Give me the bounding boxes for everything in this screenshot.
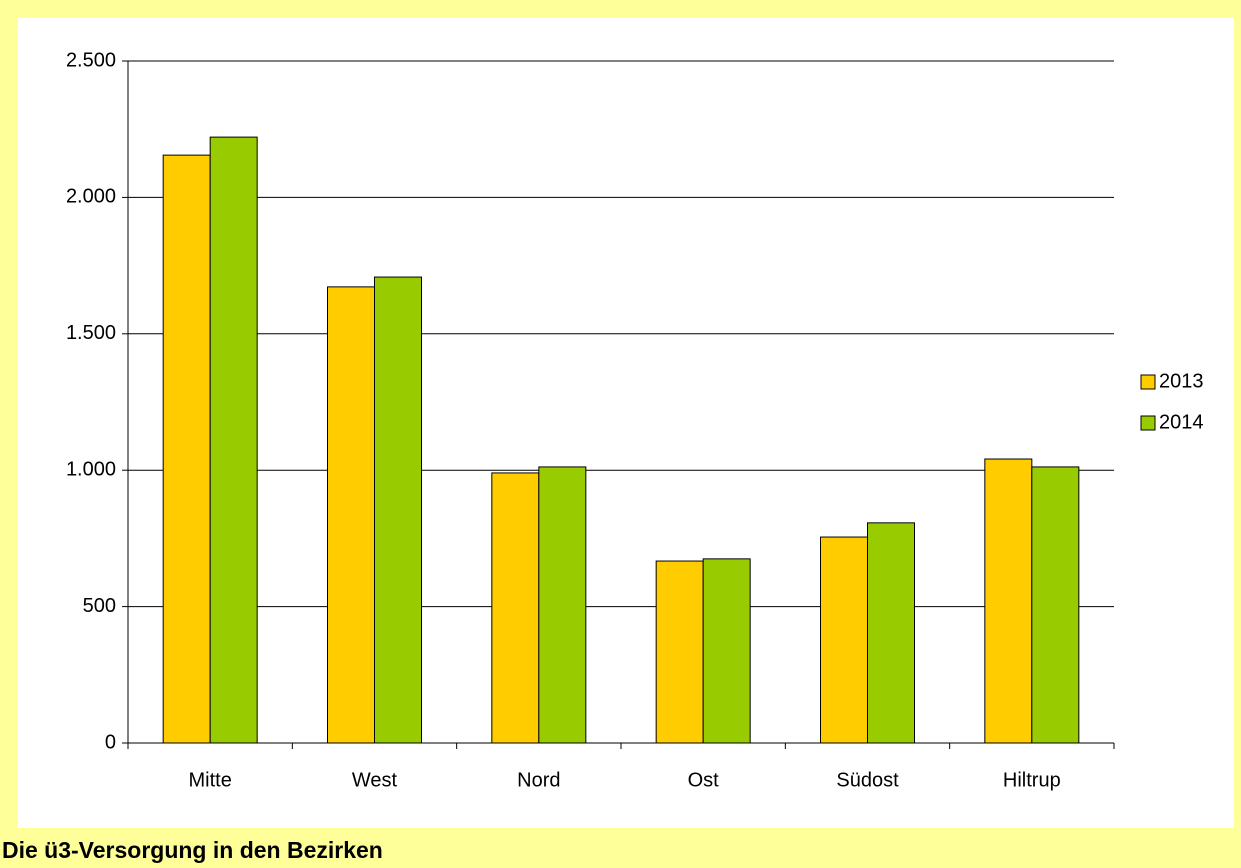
- x-tick-label: Ost: [688, 769, 720, 791]
- bar: [209, 136, 258, 744]
- legend-swatch: [1140, 415, 1156, 431]
- y-tick-label: 500: [83, 595, 116, 617]
- bar: [820, 536, 868, 744]
- x-tick-label: Hiltrup: [1003, 769, 1061, 791]
- x-tick-label: Mitte: [188, 769, 231, 791]
- bar: [867, 522, 915, 744]
- y-tick-label: 1.500: [66, 322, 116, 344]
- x-tick-label: Nord: [517, 769, 560, 791]
- bar: [655, 560, 704, 744]
- y-tick-label: 1.000: [66, 458, 116, 480]
- bar: [984, 458, 1033, 744]
- bar: [702, 558, 751, 744]
- x-tick-label: West: [352, 769, 398, 791]
- bar: [162, 154, 211, 744]
- y-tick-label: 0: [105, 731, 116, 753]
- legend-label: 2014: [1159, 411, 1204, 433]
- legend-swatch: [1140, 374, 1156, 390]
- y-tick-label: 2.000: [66, 186, 116, 208]
- bar: [538, 466, 587, 744]
- bar: [327, 286, 375, 744]
- bar: [1031, 466, 1080, 744]
- bar: [491, 472, 540, 744]
- legend-label: 2013: [1159, 370, 1204, 392]
- bar: [374, 276, 422, 744]
- x-tick-label: Südost: [836, 769, 899, 791]
- y-tick-label: 2.500: [66, 49, 116, 71]
- chart-title: Die ü3-Versorgung in den Bezirken: [2, 837, 383, 863]
